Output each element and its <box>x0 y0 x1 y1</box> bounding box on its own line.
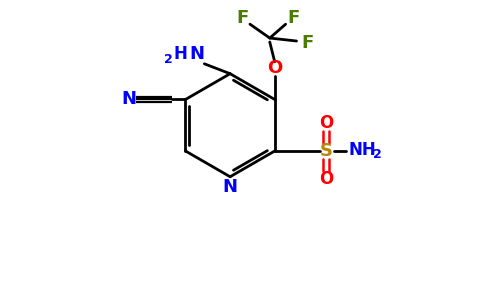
Text: N: N <box>223 178 238 196</box>
Text: O: O <box>267 59 282 77</box>
Text: N: N <box>121 91 136 109</box>
Text: O: O <box>319 170 333 188</box>
Text: O: O <box>319 114 333 132</box>
Text: F: F <box>236 9 248 27</box>
Text: H: H <box>174 45 187 63</box>
Text: 2: 2 <box>373 148 382 161</box>
Text: 2: 2 <box>164 53 173 66</box>
Text: F: F <box>302 34 314 52</box>
Text: F: F <box>287 9 300 27</box>
Text: NH: NH <box>348 141 376 159</box>
Text: N: N <box>189 45 204 63</box>
Text: S: S <box>320 142 333 160</box>
